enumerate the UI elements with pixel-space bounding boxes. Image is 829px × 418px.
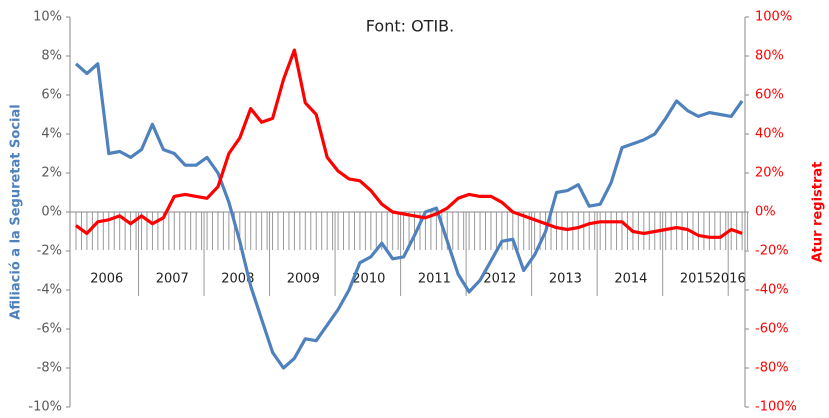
- x-tick-label: 2016: [713, 272, 746, 287]
- y2-tick-label: -100%: [755, 400, 797, 415]
- y2-tick-label: -40%: [755, 283, 789, 298]
- y-tick-label: -6%: [37, 322, 62, 337]
- y-tick-label: 10%: [33, 10, 62, 25]
- y-tick-label: -4%: [37, 283, 62, 298]
- x-tick-label: 2014: [614, 272, 647, 287]
- x-tick-label: 2008: [221, 272, 254, 287]
- y-tick-label: -10%: [28, 400, 62, 415]
- y-tick-label: -8%: [37, 361, 62, 376]
- y2-tick-label: 80%: [755, 49, 784, 64]
- y-tick-label: -2%: [37, 244, 62, 259]
- y-axis-label: Afiliació a la Seguretat Social: [9, 104, 24, 319]
- source-note: Font: OTIB.: [366, 17, 454, 36]
- x-tick-label: 2010: [352, 272, 385, 287]
- y2-tick-label: 100%: [755, 10, 792, 25]
- series-line: [74, 62, 744, 370]
- y2-tick-label: -60%: [755, 322, 789, 337]
- y2-axis-label: Atur registrat: [811, 162, 826, 263]
- y-tick-label: 4%: [41, 127, 62, 142]
- y2-tick-label: 20%: [755, 166, 784, 181]
- x-tick-label: 2009: [287, 272, 320, 287]
- y2-tick-label: 0%: [755, 205, 776, 220]
- y-tick-label: 8%: [41, 49, 62, 64]
- y2-tick-label: -20%: [755, 244, 789, 259]
- y2-tick-label: 40%: [755, 127, 784, 142]
- x-tick-label: 2006: [90, 272, 123, 287]
- x-tick-label: 2007: [156, 272, 189, 287]
- x-tick-label: 2011: [418, 272, 451, 287]
- y-tick-label: 6%: [41, 88, 62, 103]
- y-tick-label: 2%: [41, 166, 62, 181]
- y2-tick-label: 60%: [755, 88, 784, 103]
- y-tick-label: 0%: [41, 205, 62, 220]
- x-tick-label: 2013: [549, 272, 582, 287]
- x-tick-label: 2015: [680, 272, 713, 287]
- y2-tick-label: -80%: [755, 361, 789, 376]
- x-tick-label: 2012: [483, 272, 516, 287]
- series-line: [75, 48, 743, 239]
